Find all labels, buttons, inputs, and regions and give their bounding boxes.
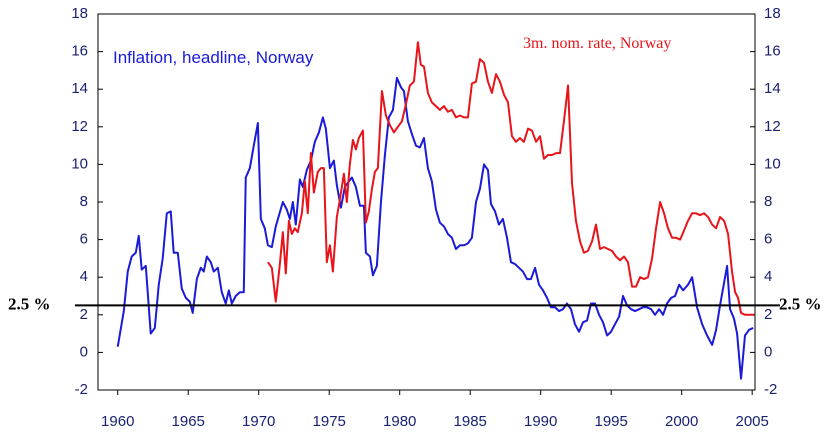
x-tick-label: 1980: [383, 413, 416, 430]
x-tick-label: 1990: [524, 413, 557, 430]
x-tick-label: 1960: [101, 413, 134, 430]
x-tick-label: 2005: [735, 413, 768, 430]
y-tick-label: 8: [80, 193, 88, 210]
y-tick-label: 0: [80, 343, 88, 360]
x-tick-label: 1965: [172, 413, 205, 430]
y-tick-label: 16: [71, 43, 88, 60]
y-tick-label: 6: [80, 231, 88, 248]
y-tick-label: 2: [80, 306, 88, 323]
y2-tick-label: 4: [764, 268, 772, 285]
series-label: Inflation, headline, Norway: [113, 48, 314, 67]
y2-tick-label: 12: [764, 118, 781, 135]
y-tick-label: -2: [75, 381, 88, 398]
y2-tick-label: 14: [764, 80, 781, 97]
x-tick-label: 1995: [595, 413, 628, 430]
x-tick-label: 2000: [665, 413, 698, 430]
reference-label: 2.5 %: [779, 294, 822, 313]
y-tick-label: 10: [71, 155, 88, 172]
y-tick-label: 14: [71, 80, 88, 97]
y2-tick-label: 18: [764, 5, 781, 22]
x-tick-label: 1970: [242, 413, 275, 430]
series-line: [116, 76, 754, 380]
y2-tick-label: 6: [764, 231, 772, 248]
y2-tick-label: 16: [764, 43, 781, 60]
y2-tick-label: 10: [764, 155, 781, 172]
y-tick-label: 18: [71, 5, 88, 22]
y2-tick-label: 0: [764, 343, 772, 360]
y2-tick-label: -2: [764, 381, 777, 398]
x-tick-label: 1985: [454, 413, 487, 430]
y-tick-label: 4: [80, 268, 88, 285]
y2-tick-label: 2: [764, 306, 772, 323]
series-line: [267, 41, 755, 316]
series-label: 3m. nom. rate, Norway: [523, 35, 671, 52]
x-tick-label: 1975: [313, 413, 346, 430]
y-tick-label: 12: [71, 118, 88, 135]
y2-tick-label: 8: [764, 193, 772, 210]
reference-label: 2.5 %: [8, 294, 51, 313]
plot-frame: [97, 13, 756, 391]
